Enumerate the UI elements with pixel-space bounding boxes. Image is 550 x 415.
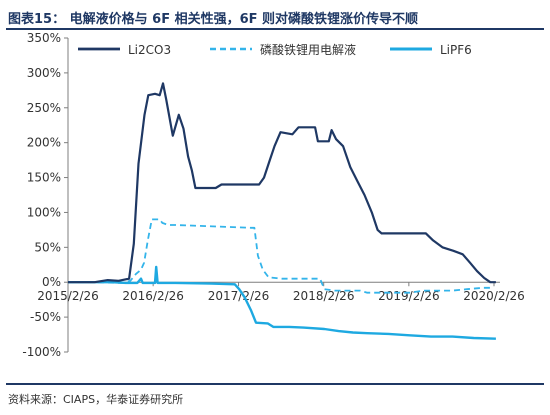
x-tick-label: 2018/2/26 bbox=[293, 289, 355, 303]
legend-item-lipf6-label: LiPF6 bbox=[440, 43, 472, 57]
y-tick-label: -100% bbox=[22, 345, 61, 359]
source-note: 资料来源：CIAPS，华泰证券研究所 bbox=[8, 393, 184, 406]
source-bar: 资料来源：CIAPS，华泰证券研究所 bbox=[6, 383, 544, 411]
x-tick-label: 2017/2/26 bbox=[208, 289, 270, 303]
y-tick-label: 250% bbox=[27, 101, 61, 115]
legend: Li2CO3 磷酸铁锂用电解液 LiPF6 bbox=[78, 42, 472, 57]
y-tick-label: 100% bbox=[27, 205, 61, 219]
y-tick-label: 50% bbox=[34, 240, 61, 254]
x-tick-label: 2016/2/26 bbox=[122, 289, 184, 303]
legend-item-lfp-electrolyte-label: 磷酸铁锂用电解液 bbox=[260, 42, 356, 57]
series-line-lipf6 bbox=[68, 265, 496, 340]
legend-item-li2co3-label: Li2CO3 bbox=[128, 43, 171, 57]
line-chart: -100% -50% 0% 50% 100% 150% 200% 250% 300% 350% 2… bbox=[22, 31, 525, 359]
chart-area: -100% -50% 0% 50% 100% 150% 200% 250% 300% 350% 2… bbox=[0, 30, 550, 385]
series-line-li2co3 bbox=[68, 82, 496, 284]
figure-title: 图表15： 电解液价格与 6F 相关性强，6F 则对磷酸铁锂涨价传导不顺 bbox=[8, 12, 419, 27]
y-tick-label: 150% bbox=[27, 171, 61, 185]
y-axis: -100% -50% 0% 50% 100% 150% 200% 250% 300% 350% bbox=[22, 31, 69, 359]
y-tick-label: 300% bbox=[27, 66, 61, 80]
y-tick-label: 350% bbox=[27, 31, 61, 45]
series-layer bbox=[68, 82, 496, 340]
y-tick-label: -50% bbox=[30, 310, 61, 324]
y-tick-label: 0% bbox=[42, 275, 61, 289]
figure-title-bar: 图表15： 电解液价格与 6F 相关性强，6F 则对磷酸铁锂涨价传导不顺 bbox=[6, 4, 544, 30]
x-tick-label: 2020/2/26 bbox=[463, 289, 525, 303]
x-tick-label: 2019/2/26 bbox=[378, 289, 440, 303]
x-axis: 2015/2/26 2016/2/26 2017/2/26 2018/2/26 2019… bbox=[37, 281, 525, 303]
x-tick-label: 2015/2/26 bbox=[37, 289, 99, 303]
y-tick-label: 200% bbox=[27, 136, 61, 150]
